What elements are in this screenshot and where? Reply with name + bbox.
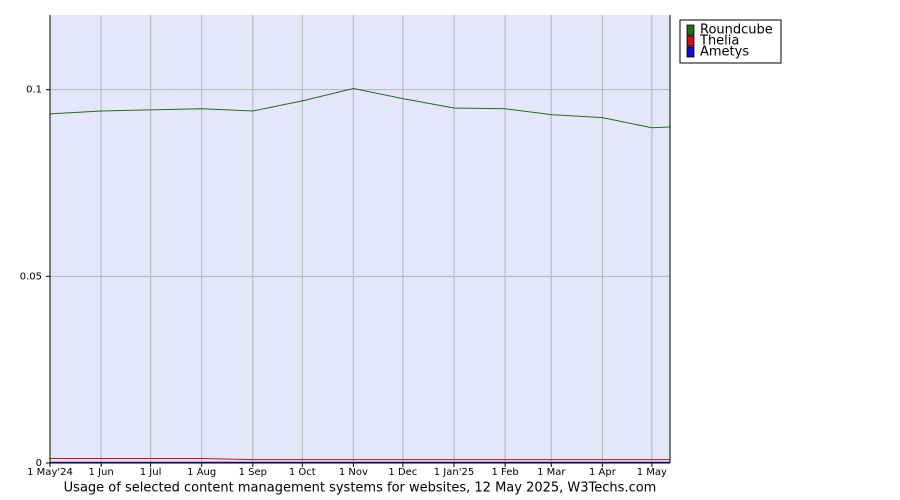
- x-tick-label: 1 Apr: [589, 467, 617, 478]
- x-tick-label: 1 Nov: [339, 467, 368, 478]
- lines: [49, 88, 671, 463]
- x-tick-label: 1 Dec: [388, 467, 417, 478]
- y-tick-label: 0.1: [26, 85, 42, 96]
- y-tick-label: 0: [36, 458, 42, 469]
- x-tick-label: 1 Jan'25: [434, 467, 474, 478]
- legend-box: [679, 19, 782, 64]
- series-line: [50, 458, 670, 461]
- legend-swatch: [686, 46, 695, 58]
- y-tick-label: 0.05: [20, 271, 42, 282]
- plot-background: [50, 15, 670, 463]
- legend-swatch: [686, 24, 695, 36]
- x-tick-label: 1 Feb: [491, 467, 518, 478]
- x-tick-label: 1 Jun: [89, 467, 114, 478]
- x-tick-label: 1 Sep: [239, 467, 267, 478]
- legend-label: Ametys: [700, 45, 749, 60]
- x-tick-label: 1 May: [637, 467, 667, 478]
- x-tick-label: 1 May'24: [27, 467, 73, 478]
- x-tick-label: 1 Mar: [537, 467, 566, 478]
- legend-label: Thelia: [699, 34, 739, 49]
- caption: Usage of selected content management sys…: [64, 481, 657, 496]
- legend-swatch: [686, 35, 695, 47]
- series-line: [49, 88, 671, 129]
- ticks: 0 0.05 0.1 1 May'24 1 Jun 1 Jul 1 Aug 1 Sep 1 Oc…: [20, 85, 667, 478]
- x-tick-label: 1 Jul: [140, 467, 162, 478]
- legend-label: Roundcube: [700, 23, 773, 38]
- x-tick-label: 1 Oct: [289, 467, 316, 478]
- grid: [49, 15, 670, 464]
- x-tick-label: 1 Aug: [187, 467, 216, 478]
